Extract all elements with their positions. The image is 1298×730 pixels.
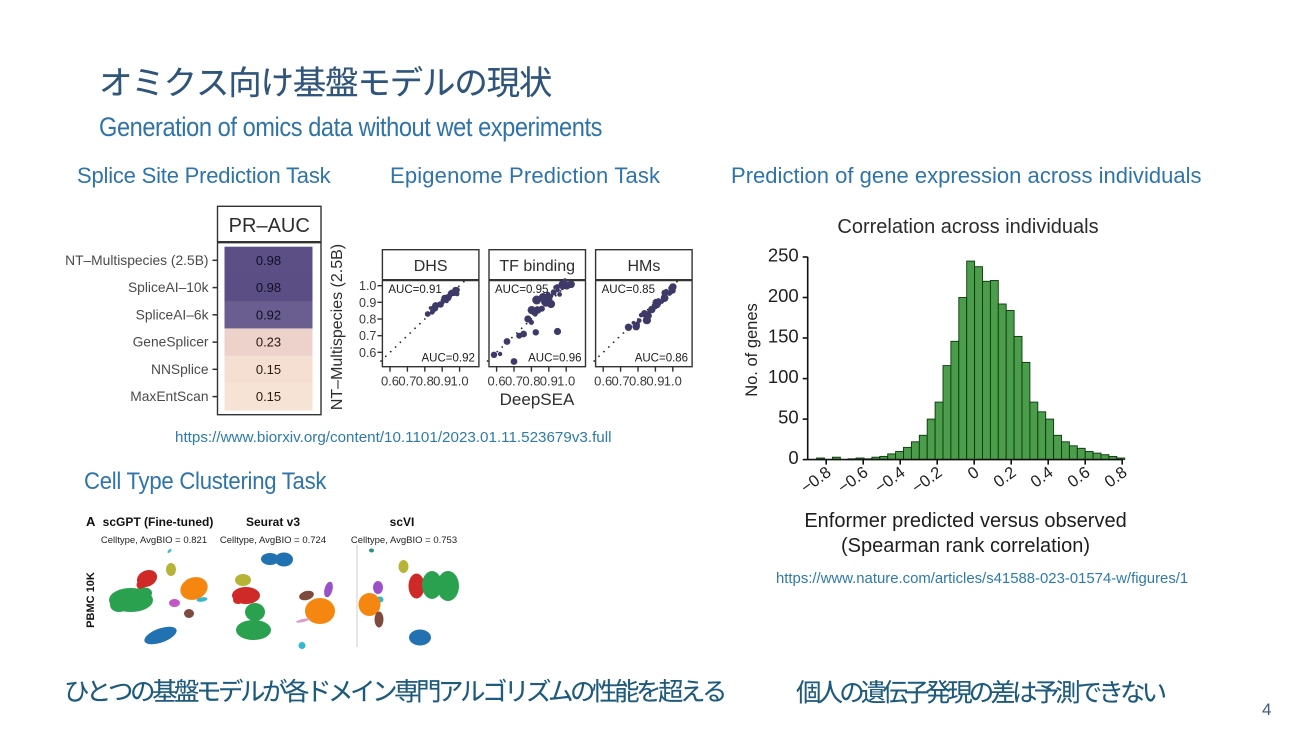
svg-text:−0.2: −0.2 <box>909 463 946 497</box>
svg-text:NT–Multispecies (2.5B): NT–Multispecies (2.5B) <box>329 244 346 410</box>
svg-text:0.8: 0.8 <box>359 313 376 327</box>
svg-text:A: A <box>86 514 96 529</box>
svg-text:AUC=0.85: AUC=0.85 <box>602 284 655 296</box>
svg-text:scVI: scVI <box>390 515 415 529</box>
svg-text:PR–AUC: PR–AUC <box>229 215 310 237</box>
svg-text:0.6: 0.6 <box>359 346 376 360</box>
svg-text:0.8: 0.8 <box>522 374 540 389</box>
svg-text:scGPT (Fine-tuned): scGPT (Fine-tuned) <box>103 515 214 529</box>
svg-text:0.6: 0.6 <box>594 374 612 389</box>
svg-text:Celltype, AvgBIO = 0.753: Celltype, AvgBIO = 0.753 <box>351 535 457 546</box>
svg-text:AUC=0.86: AUC=0.86 <box>635 353 688 365</box>
svg-text:AUC=0.92: AUC=0.92 <box>422 353 475 365</box>
svg-text:0.15: 0.15 <box>256 362 281 377</box>
svg-text:0.7: 0.7 <box>398 374 416 389</box>
svg-text:1.0: 1.0 <box>664 374 682 389</box>
svg-text:−0.4: −0.4 <box>872 463 909 497</box>
svg-text:0.9: 0.9 <box>433 374 451 389</box>
svg-text:0.9: 0.9 <box>540 374 558 389</box>
svg-text:0.4: 0.4 <box>1027 463 1056 491</box>
svg-text:0.9: 0.9 <box>359 296 376 310</box>
svg-text:HMs: HMs <box>627 258 660 275</box>
svg-text:GeneSplicer: GeneSplicer <box>133 335 209 350</box>
svg-text:0.23: 0.23 <box>256 335 281 350</box>
svg-text:0.8: 0.8 <box>1101 463 1130 491</box>
svg-text:0.15: 0.15 <box>256 389 281 404</box>
svg-text:Seurat v3: Seurat v3 <box>246 515 300 529</box>
svg-text:−0.8: −0.8 <box>798 463 835 497</box>
svg-text:50: 50 <box>778 407 799 428</box>
svg-text:AUC=0.96: AUC=0.96 <box>528 353 581 365</box>
svg-text:SpliceAI–6k: SpliceAI–6k <box>136 307 209 322</box>
svg-text:−0.6: −0.6 <box>835 463 872 497</box>
svg-text:Celltype, AvgBIO = 0.724: Celltype, AvgBIO = 0.724 <box>220 535 326 546</box>
svg-text:0.6: 0.6 <box>381 374 399 389</box>
svg-text:0.6: 0.6 <box>1064 463 1093 491</box>
svg-text:1.0: 1.0 <box>451 374 469 389</box>
svg-text:0.8: 0.8 <box>416 374 434 389</box>
svg-text:0.92: 0.92 <box>256 307 281 322</box>
svg-text:0.98: 0.98 <box>256 280 281 295</box>
svg-text:250: 250 <box>768 245 799 266</box>
svg-text:TF binding: TF binding <box>499 258 575 275</box>
svg-text:0.8: 0.8 <box>629 374 647 389</box>
svg-text:SpliceAI–10k: SpliceAI–10k <box>128 280 209 295</box>
svg-text:No. of genes: No. of genes <box>743 303 761 397</box>
svg-text:0.7: 0.7 <box>505 374 523 389</box>
svg-text:0.98: 0.98 <box>256 253 281 268</box>
svg-text:AUC=0.95: AUC=0.95 <box>495 284 548 296</box>
svg-text:0: 0 <box>965 463 983 483</box>
svg-text:0.7: 0.7 <box>359 329 376 343</box>
svg-text:0.9: 0.9 <box>646 374 664 389</box>
svg-text:NT–Multispecies (2.5B): NT–Multispecies (2.5B) <box>65 253 208 268</box>
svg-text:MaxEntScan: MaxEntScan <box>130 389 208 404</box>
svg-text:150: 150 <box>768 326 799 347</box>
svg-text:DeepSEA: DeepSEA <box>500 390 575 409</box>
svg-text:Celltype, AvgBIO = 0.821: Celltype, AvgBIO = 0.821 <box>101 535 207 546</box>
svg-text:DHS: DHS <box>414 258 448 275</box>
svg-text:1.0: 1.0 <box>557 374 575 389</box>
svg-text:0.7: 0.7 <box>612 374 630 389</box>
svg-text:0: 0 <box>788 447 798 468</box>
svg-text:0.2: 0.2 <box>990 463 1019 491</box>
svg-text:Correlation across individuals: Correlation across individuals <box>837 216 1098 238</box>
svg-text:0.6: 0.6 <box>488 374 506 389</box>
svg-text:NNSplice: NNSplice <box>151 362 209 377</box>
svg-text:100: 100 <box>768 366 799 387</box>
svg-text:200: 200 <box>768 285 799 306</box>
svg-text:PBMC 10K: PBMC 10K <box>85 572 97 628</box>
svg-text:AUC=0.91: AUC=0.91 <box>388 284 441 296</box>
svg-text:1.0: 1.0 <box>359 279 376 293</box>
